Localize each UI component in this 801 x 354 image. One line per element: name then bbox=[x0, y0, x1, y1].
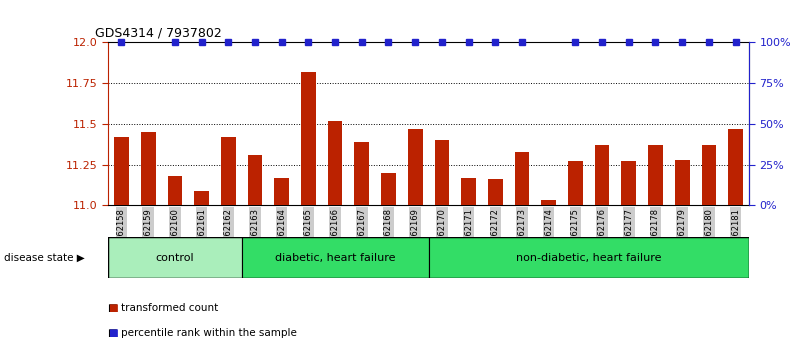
Text: disease state ▶: disease state ▶ bbox=[4, 252, 85, 263]
Bar bbox=[675, 160, 690, 205]
Bar bbox=[248, 155, 263, 205]
Text: ■ percentile rank within the sample: ■ percentile rank within the sample bbox=[108, 328, 297, 338]
Text: ■: ■ bbox=[108, 303, 118, 313]
Text: ■ transformed count: ■ transformed count bbox=[108, 303, 219, 313]
FancyBboxPatch shape bbox=[242, 237, 429, 278]
Text: GDS4314 / 7937802: GDS4314 / 7937802 bbox=[95, 27, 222, 40]
Bar bbox=[115, 137, 129, 205]
Bar bbox=[515, 152, 529, 205]
Bar bbox=[488, 179, 503, 205]
Text: ■: ■ bbox=[108, 328, 118, 338]
Bar bbox=[702, 145, 716, 205]
FancyBboxPatch shape bbox=[429, 237, 749, 278]
FancyBboxPatch shape bbox=[108, 237, 242, 278]
Bar bbox=[408, 129, 423, 205]
Bar bbox=[274, 178, 289, 205]
Bar bbox=[568, 161, 583, 205]
Text: diabetic, heart failure: diabetic, heart failure bbox=[275, 252, 396, 263]
Bar bbox=[328, 121, 343, 205]
Bar bbox=[381, 173, 396, 205]
Bar bbox=[141, 132, 155, 205]
Text: control: control bbox=[155, 252, 194, 263]
Bar bbox=[301, 72, 316, 205]
Bar bbox=[195, 191, 209, 205]
Bar bbox=[728, 129, 743, 205]
Bar bbox=[354, 142, 369, 205]
Bar bbox=[221, 137, 235, 205]
Text: non-diabetic, heart failure: non-diabetic, heart failure bbox=[516, 252, 662, 263]
Bar bbox=[167, 176, 183, 205]
Bar bbox=[461, 178, 476, 205]
Bar bbox=[648, 145, 663, 205]
Bar bbox=[541, 200, 556, 205]
Bar bbox=[594, 145, 610, 205]
Bar bbox=[434, 140, 449, 205]
Bar bbox=[622, 161, 636, 205]
